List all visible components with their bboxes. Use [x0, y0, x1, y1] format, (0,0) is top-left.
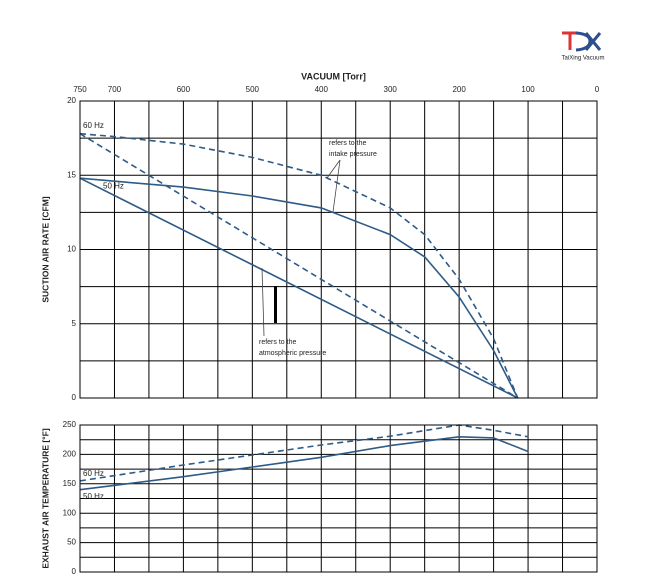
logo-text: TaiXing Vacuum [562, 56, 605, 62]
series-label: 60 Hz [83, 469, 104, 478]
annotation-arrow [261, 267, 265, 337]
y-tick-label: 50 [67, 538, 76, 547]
y-tick-label: 20 [67, 96, 76, 105]
x-tick-label: 600 [177, 85, 191, 94]
y-tick-label: 5 [72, 319, 77, 328]
x-tick-label: 750 [73, 85, 87, 94]
annotation: atmospheric pressure [259, 350, 326, 357]
logo-mark [584, 32, 602, 51]
x-tick-label: 700 [108, 85, 122, 94]
y-axis-title: SUCTION AIR RATE [CFM] [40, 196, 50, 302]
plot-frame [79, 424, 598, 573]
x-tick-label: 200 [452, 85, 466, 94]
series-label: 50 Hz [83, 492, 104, 501]
series-label: 60 Hz [83, 121, 104, 130]
logo-mark [575, 31, 592, 52]
plot-frame [79, 100, 598, 399]
line-series [79, 133, 519, 399]
series-label: 50 Hz [103, 181, 124, 190]
line-series [79, 132, 519, 399]
x-tick-label: 300 [384, 85, 398, 94]
y-tick-label: 250 [63, 420, 77, 429]
y-axis-title: EXHAUST AIR TEMPERATURE [°F] [40, 428, 50, 569]
y-tick-label: 150 [63, 479, 77, 488]
y-tick-label: 200 [63, 450, 77, 459]
x-tick-label: 100 [521, 85, 535, 94]
y-tick-label: 0 [72, 393, 77, 402]
annotation-bar [274, 286, 277, 323]
line-series [79, 435, 529, 491]
annotation-arrow [332, 159, 341, 213]
annotation: refers to the [259, 339, 296, 346]
line-series [79, 177, 519, 399]
logo: TaiXing Vacuum [562, 31, 605, 62]
y-tick-label: 100 [63, 508, 77, 517]
x-tick-label: 0 [595, 85, 600, 94]
annotation: refers to the [329, 140, 366, 147]
line-series [79, 424, 529, 482]
line-series [79, 177, 519, 399]
logo-mark [562, 31, 578, 50]
x-tick-label: 500 [246, 85, 260, 94]
annotation-arrow [326, 159, 341, 179]
y-tick-label: 10 [67, 245, 76, 254]
y-tick-label: 0 [72, 567, 77, 576]
x-tick-label: 400 [315, 85, 329, 94]
annotation: intake pressure [329, 151, 377, 158]
x-axis-title: VACUUM [Torr] [301, 71, 366, 81]
y-tick-label: 15 [67, 170, 76, 179]
